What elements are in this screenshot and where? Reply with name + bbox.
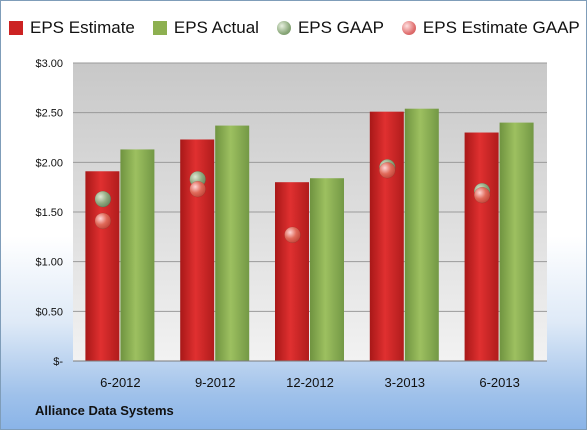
marker-eps-estimate-gaap — [379, 162, 396, 179]
x-tick-label: 6-2012 — [100, 375, 140, 390]
bar-eps-actual — [310, 178, 344, 361]
marker-eps-gaap — [94, 190, 112, 208]
bar-eps-estimate — [369, 111, 404, 361]
y-tick-label: $- — [53, 356, 63, 368]
legend-item-eps-estimate: EPS Estimate — [9, 18, 135, 38]
bar-eps-actual — [499, 122, 534, 361]
legend-swatch-eps-actual — [152, 21, 167, 35]
y-tick-label: $1.50 — [35, 207, 63, 219]
x-tick-label: 12-2012 — [286, 375, 334, 390]
y-tick-label: $3.00 — [35, 58, 63, 70]
legend-item-eps-gaap: EPS GAAP — [276, 18, 384, 38]
y-tick-label: $2.00 — [35, 157, 63, 169]
legend-label-eps-gaap: EPS GAAP — [297, 18, 384, 37]
legend-label-eps-estimate-gaap: EPS Estimate GAAP — [422, 18, 580, 37]
marker-eps-estimate-gaap — [189, 180, 206, 198]
legend-dot-eps-estimate-gaap — [401, 21, 416, 35]
y-tick-label: $2.50 — [35, 108, 63, 120]
bar-eps-estimate — [275, 182, 309, 361]
legend-label-eps-estimate: EPS Estimate — [30, 18, 135, 37]
company-name: Alliance Data Systems — [35, 403, 174, 418]
legend-swatch-eps-estimate — [9, 21, 23, 35]
legend: EPS Estimate EPS Actual EPS GAAP EPS Est… — [9, 18, 586, 38]
x-tick-label: 3-2013 — [385, 375, 425, 390]
bar-eps-actual — [120, 149, 155, 361]
y-tick-label: $0.50 — [35, 306, 63, 318]
bar-eps-actual — [404, 108, 439, 362]
marker-eps-estimate-gaap — [284, 226, 301, 244]
legend-label-eps-actual: EPS Actual — [173, 18, 259, 37]
bar-eps-estimate — [464, 132, 499, 361]
x-tick-label: 6-2013 — [479, 375, 519, 390]
legend-item-eps-estimate-gaap: EPS Estimate GAAP — [401, 18, 580, 38]
marker-eps-estimate-gaap — [473, 186, 491, 204]
legend-item-eps-actual: EPS Actual — [152, 18, 259, 38]
bar-eps-actual — [215, 125, 250, 361]
legend-dot-eps-gaap — [276, 21, 291, 35]
marker-eps-estimate-gaap — [94, 212, 112, 230]
y-tick-label: $1.00 — [35, 257, 63, 269]
x-tick-label: 9-2012 — [195, 375, 235, 390]
